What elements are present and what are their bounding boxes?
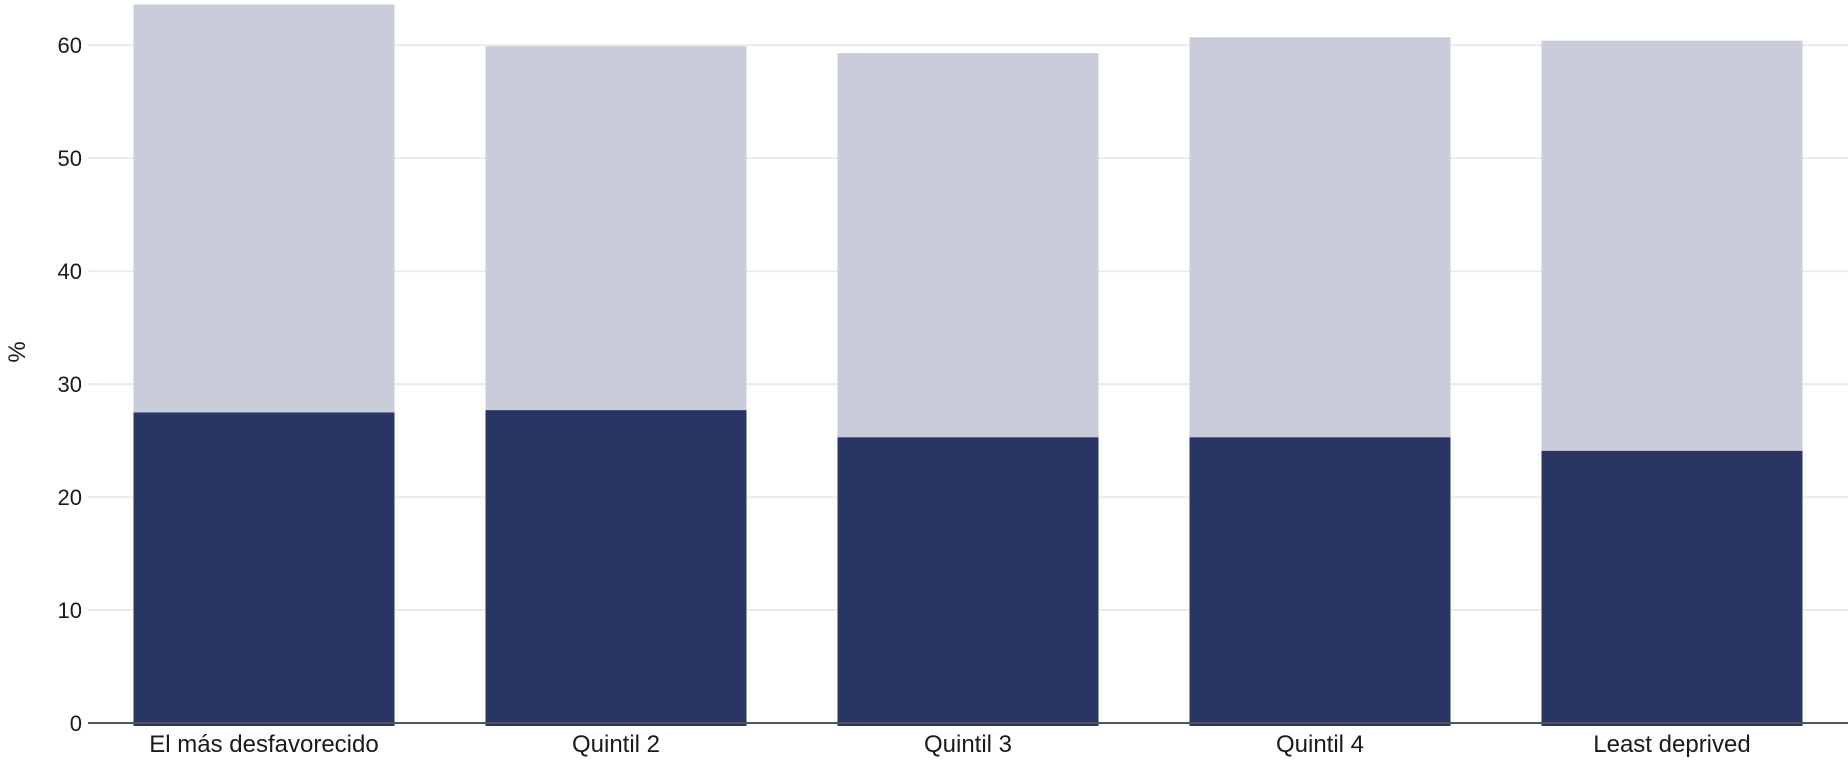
bar-segment-upper	[133, 4, 395, 413]
bar-segment-lower	[1541, 450, 1803, 726]
bar-segment-lower	[133, 412, 395, 726]
y-axis-title: %	[4, 341, 31, 362]
bar-segment-upper	[1541, 40, 1803, 451]
bar-segment-upper	[485, 46, 747, 411]
y-tick-label: 10	[58, 598, 82, 623]
x-tick-label: Least deprived	[1593, 731, 1750, 758]
axes: 0 10 20 30 40 50 60 El más desfavorecido Quintil…	[58, 33, 1848, 758]
bar-segment-upper	[837, 53, 1099, 438]
y-tick-label: 40	[58, 259, 82, 284]
y-tick-label: 30	[58, 372, 82, 397]
y-tick-label: 50	[58, 146, 82, 171]
y-tick-label: 20	[58, 485, 82, 510]
y-tick-label: 60	[58, 33, 82, 58]
bar-segment-upper	[1189, 37, 1451, 438]
bar-segment-lower	[485, 410, 747, 726]
bars	[133, 4, 1803, 726]
x-tick-label: Quintil 3	[924, 731, 1012, 758]
bar-segment-lower	[1189, 437, 1451, 726]
x-tick-label: Quintil 2	[572, 731, 660, 758]
y-tick-label: 0	[70, 711, 82, 736]
x-tick-label: Quintil 4	[1276, 731, 1364, 758]
x-tick-label: El más desfavorecido	[149, 731, 378, 758]
bar-segment-lower	[837, 437, 1099, 726]
